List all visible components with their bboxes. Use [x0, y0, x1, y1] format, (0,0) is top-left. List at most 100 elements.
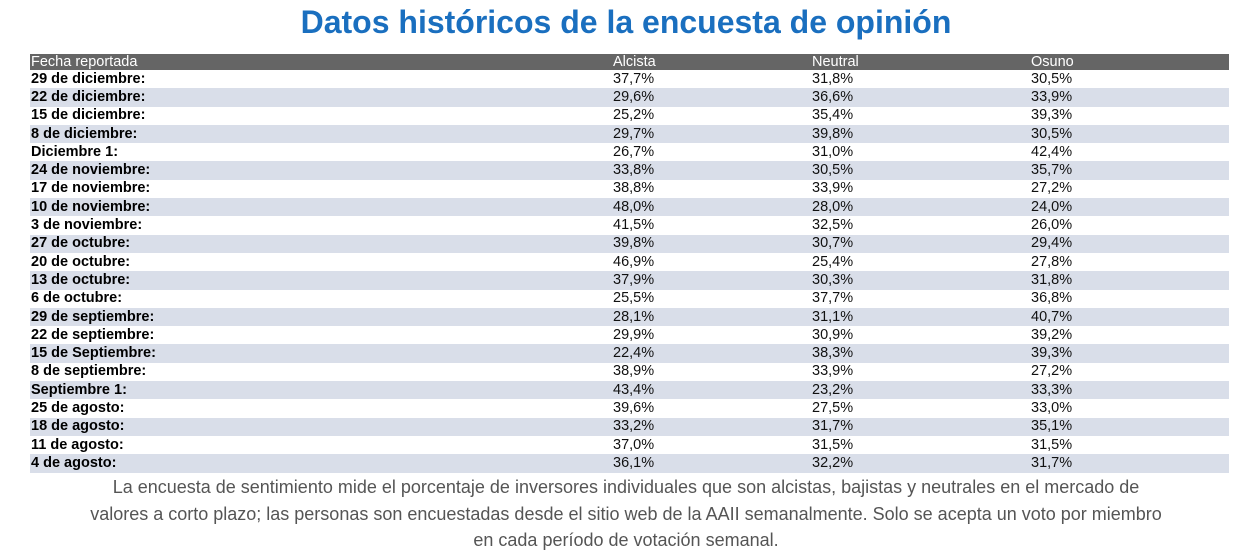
cell-bearish: 27,2%: [1031, 180, 1073, 197]
survey-description: La encuesta de sentimiento mide el porce…: [90, 477, 1162, 550]
cell-bearish: 39,3%: [1031, 107, 1073, 124]
table-header-row: Fecha reportada Alcista Neutral Osuno: [30, 54, 1229, 70]
cell-date: 25 de agosto:: [31, 399, 125, 416]
cell-bullish: 48,0%: [613, 198, 655, 215]
cell-bullish: 22,4%: [613, 345, 655, 362]
header-date: Fecha reportada: [31, 54, 138, 70]
table-row: 18 de agosto: 33,2% 31,7% 35,1%: [30, 417, 1229, 436]
cell-bullish: 39,8%: [613, 235, 655, 252]
cell-date: 11 de agosto:: [31, 436, 124, 453]
cell-bearish: 39,2%: [1031, 326, 1073, 343]
cell-bullish: 37,0%: [613, 436, 655, 453]
cell-date: 22 de septiembre:: [31, 326, 155, 343]
cell-neutral: 30,9%: [812, 326, 854, 343]
cell-neutral: 33,9%: [812, 363, 854, 380]
cell-neutral: 38,3%: [812, 345, 854, 362]
page-title: Datos históricos de la encuesta de opini…: [300, 4, 952, 40]
cell-bullish: 28,1%: [613, 308, 655, 325]
table-row: 29 de diciembre: 37,7% 31,8% 30,5%: [30, 70, 1229, 89]
table-row: 8 de diciembre: 29,7% 39,8% 30,5%: [30, 124, 1229, 144]
table-row: Diciembre 1: 26,7% 31,0% 42,4%: [30, 143, 1229, 162]
cell-neutral: 30,5%: [812, 162, 854, 179]
table-row: 24 de noviembre: 33,8% 30,5% 35,7%: [30, 161, 1229, 180]
cell-bullish: 25,2%: [613, 107, 655, 124]
cell-date: 27 de octubre:: [31, 235, 131, 252]
cell-bearish: 31,5%: [1031, 436, 1073, 453]
cell-date: 20 de octubre:: [31, 253, 131, 270]
cell-date: 6 de octubre:: [31, 290, 123, 307]
cell-bearish: 30,5%: [1031, 125, 1073, 142]
header-neutral: Neutral: [812, 54, 859, 70]
cell-date: 18 de agosto:: [31, 418, 125, 435]
table-row: 20 de octubre: 46,9% 25,4% 27,8%: [30, 252, 1229, 272]
cell-bullish: 26,7%: [613, 143, 655, 160]
table-row: 17 de noviembre: 38,8% 33,9% 27,2%: [30, 179, 1229, 199]
cell-bearish: 42,4%: [1031, 143, 1073, 160]
sentiment-survey-table: Fecha reportada Alcista Neutral Osuno 29…: [30, 54, 1229, 473]
cell-bullish: 41,5%: [613, 217, 655, 234]
cell-date: 3 de noviembre:: [31, 217, 143, 234]
cell-bullish: 37,9%: [613, 271, 655, 288]
table-row: Septiembre 1: 43,4% 23,2% 33,3%: [30, 381, 1229, 400]
cell-neutral: 31,0%: [812, 143, 854, 160]
table-row: 6 de octubre: 25,5% 37,7% 36,8%: [30, 289, 1229, 308]
cell-bearish: 24,0%: [1031, 198, 1073, 215]
cell-neutral: 39,8%: [812, 125, 854, 142]
cell-bearish: 33,9%: [1031, 88, 1073, 105]
table-row: 15 de diciembre: 25,2% 35,4% 39,3%: [30, 106, 1229, 125]
cell-date: 4 de agosto:: [31, 454, 117, 471]
cell-bullish: 29,7%: [613, 125, 655, 142]
cell-bullish: 33,2%: [613, 418, 655, 435]
cell-date: 15 de diciembre:: [31, 107, 146, 124]
cell-bearish: 26,0%: [1031, 217, 1073, 234]
table-row: 11 de agosto: 37,0% 31,5% 31,5%: [30, 435, 1229, 455]
cell-date: 29 de diciembre:: [31, 70, 146, 87]
cell-bullish: 25,5%: [613, 290, 655, 307]
cell-neutral: 23,2%: [812, 381, 854, 398]
cell-bullish: 43,4%: [613, 381, 655, 398]
cell-neutral: 33,9%: [812, 180, 854, 197]
cell-bearish: 39,3%: [1031, 345, 1073, 362]
cell-neutral: 31,7%: [812, 418, 854, 435]
cell-bearish: 35,1%: [1031, 418, 1073, 435]
table-row: 25 de agosto: 39,6% 27,5% 33,0%: [30, 399, 1229, 418]
cell-bearish: 33,3%: [1031, 381, 1073, 398]
cell-date: 8 de septiembre:: [31, 363, 147, 380]
cell-bullish: 29,6%: [613, 88, 655, 105]
table-row: 29 de septiembre: 28,1% 31,1% 40,7%: [30, 307, 1229, 327]
cell-bullish: 38,9%: [613, 363, 655, 380]
cell-bearish: 29,4%: [1031, 235, 1073, 252]
cell-bearish: 27,2%: [1031, 363, 1073, 380]
cell-bearish: 40,7%: [1031, 308, 1073, 325]
cell-bearish: 35,7%: [1031, 162, 1073, 179]
table-row: 22 de diciembre: 29,6% 36,6% 33,9%: [30, 88, 1229, 107]
cell-bullish: 29,9%: [613, 326, 655, 343]
cell-neutral: 30,7%: [812, 235, 854, 252]
cell-bullish: 37,7%: [613, 70, 655, 87]
cell-date: 29 de septiembre:: [31, 308, 155, 325]
table-row: 22 de septiembre: 29,9% 30,9% 39,2%: [30, 326, 1229, 345]
cell-date: Diciembre 1:: [31, 143, 119, 160]
cell-neutral: 31,1%: [812, 308, 854, 325]
table-body: 29 de diciembre: 37,7% 31,8% 30,5% 22 de dic…: [30, 70, 1229, 473]
cell-neutral: 32,2%: [812, 454, 854, 471]
table-row: 27 de octubre: 39,8% 30,7% 29,4%: [30, 234, 1229, 253]
cell-neutral: 32,5%: [812, 217, 854, 234]
cell-date: 22 de diciembre:: [31, 88, 146, 105]
table-row: 8 de septiembre: 38,9% 33,9% 27,2%: [30, 362, 1229, 382]
cell-date: Septiembre 1:: [31, 381, 127, 398]
cell-bearish: 30,5%: [1031, 70, 1073, 87]
cell-date: 17 de noviembre:: [31, 180, 151, 197]
cell-date: 24 de noviembre:: [31, 162, 151, 179]
table-row: 10 de noviembre: 48,0% 28,0% 24,0%: [30, 198, 1229, 217]
cell-neutral: 27,5%: [812, 399, 854, 416]
cell-neutral: 25,4%: [812, 253, 854, 270]
cell-date: 13 de octubre:: [31, 271, 131, 288]
cell-bullish: 33,8%: [613, 162, 655, 179]
cell-neutral: 28,0%: [812, 198, 854, 215]
cell-bullish: 38,8%: [613, 180, 655, 197]
cell-bullish: 46,9%: [613, 253, 655, 270]
cell-neutral: 31,8%: [812, 70, 854, 87]
cell-neutral: 37,7%: [812, 290, 854, 307]
cell-bearish: 27,8%: [1031, 253, 1073, 270]
